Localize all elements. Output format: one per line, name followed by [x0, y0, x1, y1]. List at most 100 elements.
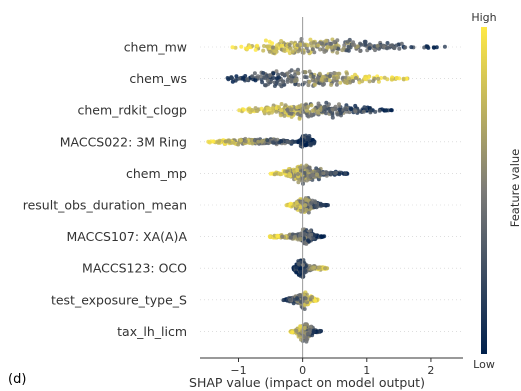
colorbar-title: Feature value [508, 149, 521, 228]
colorbar [481, 27, 487, 354]
shap-point [363, 42, 368, 47]
shap-point [293, 72, 297, 77]
shap-point [295, 43, 300, 48]
shap-point [279, 43, 284, 48]
shap-point [276, 105, 281, 109]
shap-point [225, 76, 230, 80]
shap-point [322, 105, 326, 110]
shap-point [278, 113, 283, 118]
x-tick-label: −1 [230, 364, 246, 377]
shap-point [297, 116, 302, 121]
shap-point [256, 74, 260, 79]
shap-point [288, 235, 293, 240]
shap-point [280, 234, 285, 239]
shap-point [246, 107, 251, 112]
shap-point [369, 108, 373, 113]
x-tick-label: 1 [363, 364, 370, 377]
shap-point [320, 47, 325, 52]
shap-point [261, 48, 266, 53]
shap-point [270, 140, 275, 145]
shap-point [289, 107, 294, 112]
shap-point [337, 102, 341, 107]
shap-point [367, 79, 372, 84]
shap-point [245, 77, 250, 82]
shap-point [312, 82, 317, 87]
shap-point [275, 79, 279, 84]
shap-point [325, 45, 330, 50]
shap-point [346, 76, 351, 81]
shap-point [259, 139, 264, 144]
shap-point [333, 107, 338, 112]
shap-point [287, 172, 292, 176]
shap-point [275, 43, 280, 48]
shap-point [306, 210, 311, 215]
shap-point [302, 326, 307, 330]
shap-point [304, 336, 309, 340]
shap-point [285, 77, 290, 82]
shap-point [282, 72, 287, 77]
shap-point [310, 198, 315, 203]
shap-point [296, 71, 301, 76]
shap-point [316, 77, 321, 81]
shap-point [274, 109, 279, 114]
shap-point [296, 180, 301, 185]
shap-point [282, 82, 287, 87]
shap-point [259, 106, 264, 111]
feature-label: chem_rdkit_clogp [78, 103, 188, 118]
shap-point [319, 202, 324, 207]
shap-point [345, 71, 349, 76]
shap-point [329, 82, 334, 87]
shap-point [289, 111, 294, 116]
shap-point [316, 43, 321, 48]
shap-point [252, 71, 257, 76]
shap-point [327, 78, 332, 83]
shap-point [282, 113, 287, 118]
shap-point [262, 44, 266, 48]
shap-point [318, 108, 323, 112]
shap-point [298, 293, 303, 298]
shap-point [310, 108, 315, 113]
shap-point [341, 46, 346, 50]
shap-point [322, 78, 327, 83]
shap-point [363, 76, 368, 81]
shap-point [216, 139, 221, 144]
shap-point [269, 110, 274, 115]
shap-point [327, 41, 332, 46]
shap-point [385, 46, 389, 51]
shap-point [353, 103, 358, 108]
shap-point [227, 139, 232, 144]
shap-point [382, 75, 387, 80]
shap-point [312, 265, 317, 270]
shap-point [390, 43, 395, 48]
shap-point [399, 41, 404, 46]
shap-point [317, 71, 322, 76]
shap-point [312, 329, 316, 334]
shap-point [211, 139, 216, 144]
shap-point [239, 138, 243, 143]
shap-point [348, 45, 353, 50]
shap-point [268, 73, 273, 78]
shap-point [307, 69, 312, 74]
shap-point [401, 76, 406, 81]
shap-point [304, 163, 309, 168]
shap-point [245, 46, 250, 51]
shap-point [279, 39, 284, 43]
shap-point [307, 79, 312, 84]
shap-point [304, 142, 309, 147]
shap-point [337, 107, 342, 112]
beeswarm-points [206, 37, 447, 344]
shap-point [298, 324, 303, 329]
shap-point [358, 41, 363, 46]
shap-point [289, 68, 294, 73]
shap-point [288, 46, 293, 51]
shap-point [302, 105, 307, 110]
shap-point [267, 106, 272, 111]
shap-point [333, 45, 337, 50]
shap-point [295, 140, 300, 145]
shap-point [344, 48, 349, 53]
shap-point [240, 76, 245, 81]
shap-point [345, 39, 350, 44]
shap-point [296, 49, 301, 54]
shap-point [377, 108, 382, 113]
shap-point [336, 71, 341, 76]
